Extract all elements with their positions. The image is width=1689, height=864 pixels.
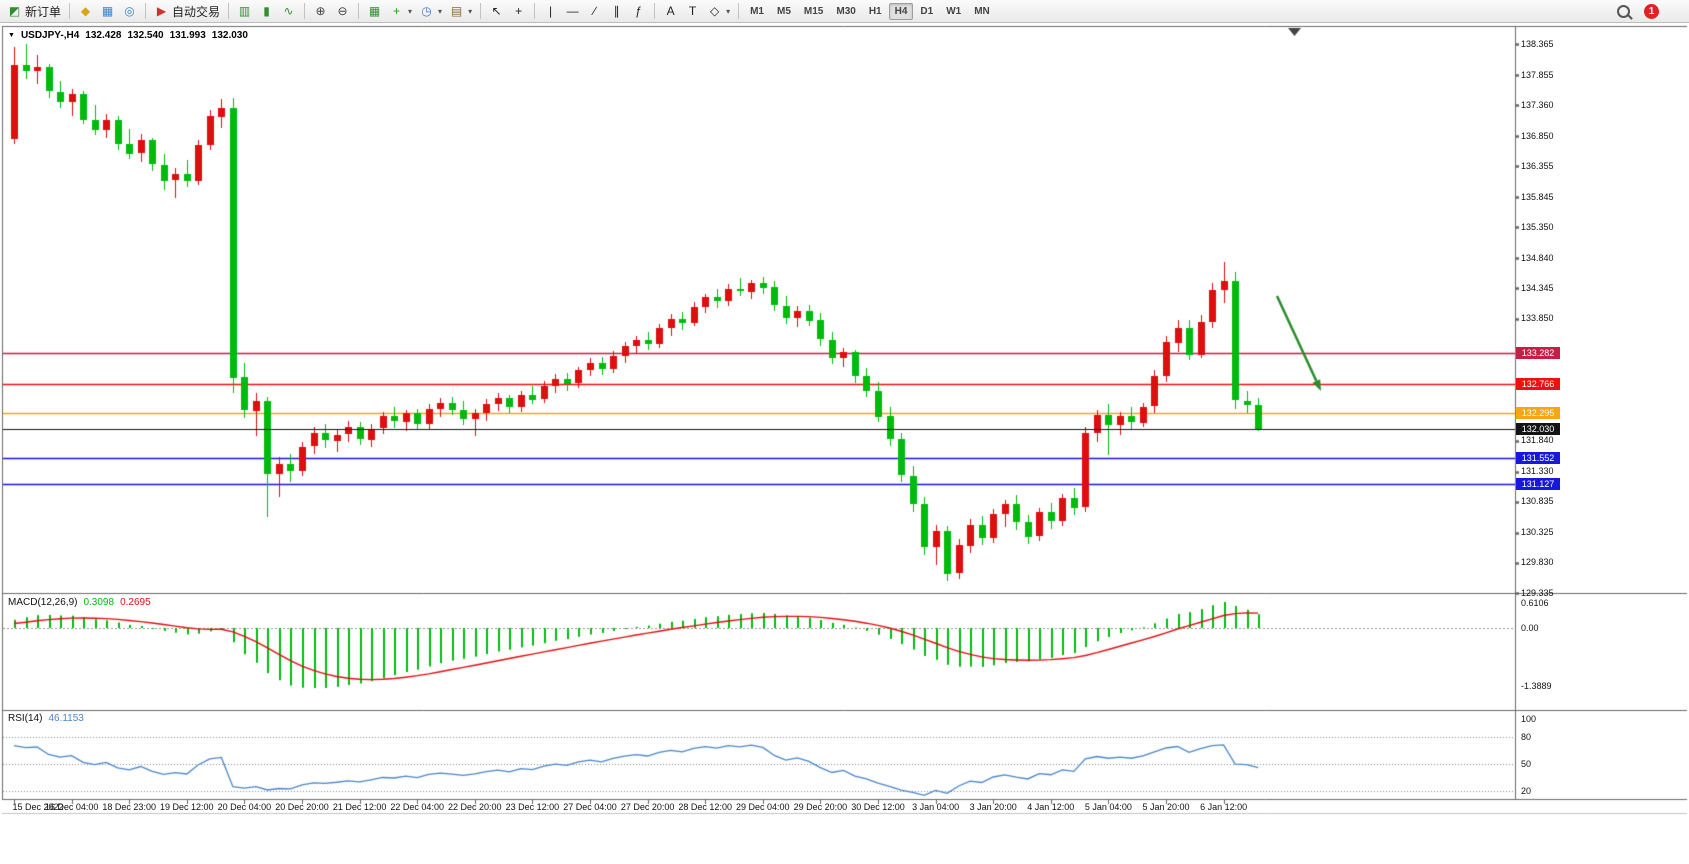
timeframe-m30[interactable]: M30 xyxy=(836,5,856,17)
candlestick-chart-icon: ▮ xyxy=(263,3,270,18)
crosshair-icon: + xyxy=(515,3,523,18)
toolbar-separator xyxy=(358,3,360,19)
profiles-icon: ◎ xyxy=(124,3,135,18)
line-chart-button[interactable]: ∿ xyxy=(278,1,299,22)
time-scale[interactable] xyxy=(2,800,1515,814)
toolbar-separator xyxy=(534,3,536,19)
arrow-tools-icon: ◇ xyxy=(709,3,720,18)
horizontal-line-button[interactable]: — xyxy=(562,1,583,22)
timeframe-h4[interactable]: H4 xyxy=(888,2,914,20)
fibonacci-icon: ƒ xyxy=(635,3,642,18)
cursor-icon: ↖ xyxy=(491,3,502,18)
templates-icon: ▤ xyxy=(450,3,463,18)
trendline-button[interactable]: ∕ xyxy=(584,1,605,22)
cursor-button[interactable]: ↖ xyxy=(486,1,507,22)
text-icon: A xyxy=(666,3,675,18)
indicators-icon: + xyxy=(393,3,401,18)
metaeditor-button[interactable]: ◆ xyxy=(75,1,96,22)
tile-windows-button[interactable]: ▦ xyxy=(364,1,385,22)
timeframe-d1[interactable]: D1 xyxy=(920,5,934,17)
vertical-line-button[interactable]: | xyxy=(540,1,561,22)
timeframe-w1[interactable]: W1 xyxy=(946,5,962,17)
toolbar-separator xyxy=(69,3,71,19)
new-order-button-label: 新订单 xyxy=(25,4,62,19)
metaeditor-icon: ◆ xyxy=(80,3,91,18)
dropdown-caret-icon: ▾ xyxy=(468,6,473,16)
bar-chart-icon: ▥ xyxy=(238,3,251,18)
text-label-button[interactable]: T xyxy=(682,1,703,22)
bar-chart-button[interactable]: ▥ xyxy=(234,1,255,22)
timeframe-h1[interactable]: H1 xyxy=(868,5,882,17)
zoom-in-icon: ⊕ xyxy=(315,3,326,18)
arrows-button[interactable]: ◇ ▾ xyxy=(704,1,733,22)
periods-icon: ◷ xyxy=(421,3,432,18)
search-icon xyxy=(1617,4,1630,18)
channel-icon: ∥ xyxy=(613,3,620,18)
zoom-in-button[interactable]: ⊕ xyxy=(310,1,331,22)
notification-badge[interactable]: 1 xyxy=(1644,3,1659,19)
new-chart-button[interactable]: ▦ xyxy=(97,1,118,22)
text-button[interactable]: A xyxy=(660,1,681,22)
profiles-button[interactable]: ◎ xyxy=(119,1,140,22)
timeframe-mn[interactable]: MN xyxy=(974,5,990,17)
toolbar-separator xyxy=(480,3,482,19)
zoom-out-icon: ⊖ xyxy=(337,3,348,18)
price-scale[interactable] xyxy=(1516,26,1688,799)
timeframe-m5[interactable]: M5 xyxy=(777,5,791,17)
new-order-button[interactable]: ◩ 新订单 xyxy=(4,1,64,22)
auto-trading-button[interactable]: ▶ 自动交易 xyxy=(151,1,223,22)
channel-button[interactable]: ∥ xyxy=(606,1,627,22)
toolbar-separator xyxy=(304,3,306,19)
toolbar-separator xyxy=(654,3,656,19)
line-chart-icon: ∿ xyxy=(283,3,294,18)
indicators-button[interactable]: + ▾ xyxy=(386,1,415,22)
trendline-icon: ∕ xyxy=(593,3,596,18)
vertical-line-icon: | xyxy=(549,3,553,18)
search-button[interactable] xyxy=(1614,1,1633,22)
templates-button[interactable]: ▤ ▾ xyxy=(446,1,475,22)
dropdown-caret-icon: ▾ xyxy=(438,6,443,16)
crosshair-button[interactable]: + xyxy=(508,1,529,22)
candlestick-chart-button[interactable]: ▮ xyxy=(256,1,277,22)
timeframe-m15[interactable]: M15 xyxy=(803,5,824,17)
tile-windows-icon: ▦ xyxy=(368,3,381,18)
dropdown-caret-icon: ▾ xyxy=(726,6,731,16)
new-order-icon: ◩ xyxy=(8,3,21,18)
toolbar-separator xyxy=(145,3,147,19)
dropdown-caret-icon: ▾ xyxy=(408,6,413,16)
horizontal-line-icon: — xyxy=(566,3,579,18)
toolbar: ◩ 新订单 ◆ ▦ ◎ ▶ 自动交易 ▥ ▮ ∿ ⊕ ⊖ ▦ + ▾ ◷ ▾ ▤ ▾ ↖ + | — ∕ ∥ ƒ A T ◇ ▾ M1 M5 M… xyxy=(0,0,1689,23)
toolbar-separator xyxy=(738,3,740,19)
zoom-out-button[interactable]: ⊖ xyxy=(332,1,353,22)
auto-trading-icon: ▶ xyxy=(156,3,167,18)
toolbar-separator xyxy=(228,3,230,19)
timeframe-m1[interactable]: M1 xyxy=(750,5,764,17)
text-label-icon: T xyxy=(688,3,697,18)
periods-button[interactable]: ◷ ▾ xyxy=(416,1,445,22)
auto-trading-button-label: 自动交易 xyxy=(172,4,221,19)
new-chart-icon: ▦ xyxy=(101,3,114,18)
fibonacci-button[interactable]: ƒ xyxy=(628,1,649,22)
